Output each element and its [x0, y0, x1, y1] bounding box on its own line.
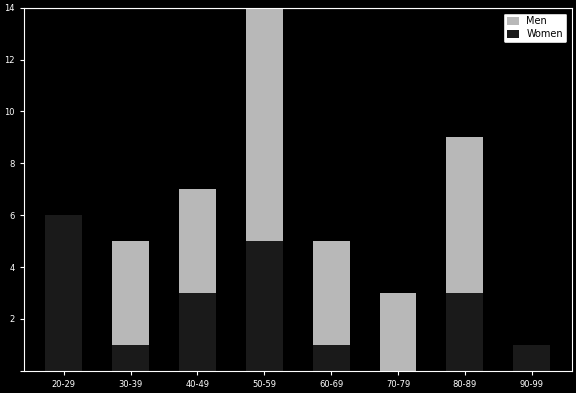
Bar — [313, 345, 350, 371]
Bar — [446, 138, 483, 293]
Bar — [246, 8, 283, 241]
Bar — [179, 293, 216, 371]
Bar — [112, 345, 149, 371]
Bar — [380, 293, 416, 371]
Bar — [246, 241, 283, 371]
Bar — [179, 189, 216, 293]
Bar — [446, 293, 483, 371]
Bar — [112, 241, 149, 345]
Bar — [46, 215, 82, 371]
Bar — [513, 345, 550, 371]
Legend: Men, Women: Men, Women — [503, 13, 567, 43]
Bar — [313, 241, 350, 345]
